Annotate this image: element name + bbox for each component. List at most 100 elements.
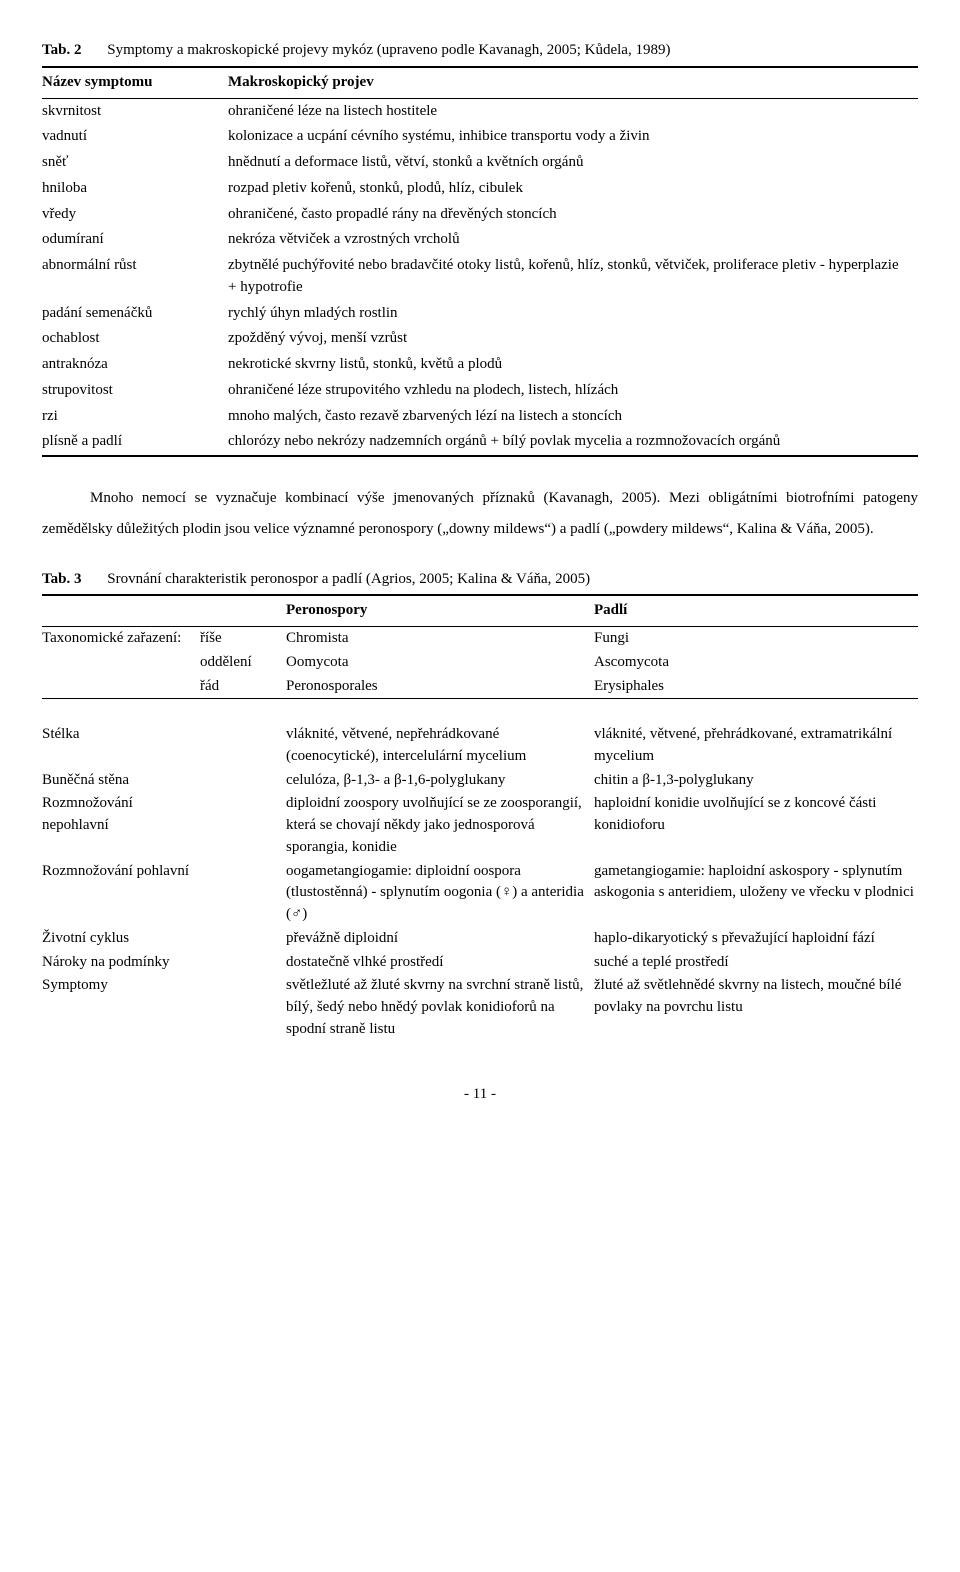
symptom-projev: rozpad pletiv kořenů, stonků, plodů, hlí… <box>228 176 918 202</box>
table3-caption: Tab. 3 Srovnání charakteristik peronospo… <box>42 569 918 591</box>
table2-label: Tab. 2 <box>42 42 81 58</box>
table3-head-blank2 <box>200 595 286 626</box>
char-padli: haploidní konidie uvolňující se z koncov… <box>594 792 918 859</box>
symptom-projev: mnoho malých, často rezavě zbarvených lé… <box>228 404 918 430</box>
table-row: vadnutíkolonizace a ucpání cévního systé… <box>42 124 918 150</box>
table-row: Životní cyklus převážně diploidníhaplo-di… <box>42 927 918 951</box>
tax-level: oddělení <box>200 651 286 675</box>
table-row: hnilobarozpad pletiv kořenů, stonků, plo… <box>42 176 918 202</box>
tax-peron: Oomycota <box>286 651 594 675</box>
symptom-projev: chlorózy nebo nekrózy nadzemních orgánů … <box>228 429 918 456</box>
table2-caption-text: Symptomy a makroskopické projevy mykóz (… <box>107 42 670 58</box>
symptom-projev: ohraničené, často propadlé rány na dřevě… <box>228 202 918 228</box>
table-row: odumíranínekróza větviček a vzrostných v… <box>42 227 918 253</box>
char-padli: žluté až světlehnědé skvrny na listech, … <box>594 974 918 1041</box>
char-name: Životní cyklus <box>42 927 200 951</box>
char-padli: gametangiogamie: haploidní askospory - s… <box>594 860 918 927</box>
table-row: strupovitostohraničené léze strupovitého… <box>42 378 918 404</box>
char-name: Rozmnožování nepohlavní <box>42 792 200 859</box>
table2-head-symptom: Název symptomu <box>42 67 228 98</box>
table-row: sněťhnědnutí a deformace listů, větví, s… <box>42 150 918 176</box>
table-row: Taxonomické zařazení:říšeChromistaFungi <box>42 627 918 651</box>
symptom-projev: kolonizace a ucpání cévního systému, inh… <box>228 124 918 150</box>
char-padli: suché a teplé prostředí <box>594 951 918 975</box>
char-peron: diploidní zoospory uvolňující se ze zoos… <box>286 792 594 859</box>
char-blank <box>200 792 286 859</box>
table-row: Symptomy světležluté až žluté skvrny na s… <box>42 974 918 1041</box>
symptom-name: vadnutí <box>42 124 228 150</box>
table-row: Nároky na podmínky dostatečně vlhké prost… <box>42 951 918 975</box>
symptom-projev: hnědnutí a deformace listů, větví, stonk… <box>228 150 918 176</box>
symptom-projev: nekrotické skvrny listů, stonků, květů a… <box>228 352 918 378</box>
symptom-name: hniloba <box>42 176 228 202</box>
tax-level: říše <box>200 627 286 651</box>
char-padli: chitin a β-1,3-polyglukany <box>594 769 918 793</box>
symptom-name: antraknóza <box>42 352 228 378</box>
symptom-projev: ohraničené léze na listech hostitele <box>228 98 918 124</box>
tax-peron: Peronosporales <box>286 675 594 699</box>
page-number: - 11 - <box>42 1084 918 1106</box>
char-peron: dostatečně vlhké prostředí <box>286 951 594 975</box>
char-peron: vláknité, větvené, nepřehrádkované (coen… <box>286 723 594 769</box>
char-name: Symptomy <box>42 974 200 1041</box>
table-row: antraknózanekrotické skvrny listů, stonk… <box>42 352 918 378</box>
table-row: Rozmnožování pohlavní oogametangiogamie: … <box>42 860 918 927</box>
tax-padli: Erysiphales <box>594 675 918 699</box>
table-row: abnormální růstzbytnělé puchýřovité nebo… <box>42 253 918 301</box>
table-row: Stélka vláknité, větvené, nepřehrádkované… <box>42 723 918 769</box>
symptom-projev: zbytnělé puchýřovité nebo bradavčité oto… <box>228 253 918 301</box>
char-peron: převážně diploidní <box>286 927 594 951</box>
tax-level: řád <box>200 675 286 699</box>
symptom-projev: nekróza větviček a vzrostných vrcholů <box>228 227 918 253</box>
table-row: ochablostzpožděný vývoj, menší vzrůst <box>42 326 918 352</box>
separator-row <box>42 699 918 723</box>
table3-head-padli: Padlí <box>594 595 918 626</box>
symptom-name: skvrnitost <box>42 98 228 124</box>
table2-caption: Tab. 2 Symptomy a makroskopické projevy … <box>42 40 918 62</box>
table3-label: Tab. 3 <box>42 571 81 587</box>
char-blank <box>200 860 286 927</box>
body-paragraph: Mnoho nemocí se vyznačuje kombinací výše… <box>42 483 918 545</box>
table-row: Rozmnožování nepohlavní diploidní zoospor… <box>42 792 918 859</box>
table3-head-blank1 <box>42 595 200 626</box>
char-padli: haplo-dikaryotický s převažující haploid… <box>594 927 918 951</box>
table2: Název symptomu Makroskopický projev skvr… <box>42 66 918 457</box>
table-row: padání semenáčkůrychlý úhyn mladých rost… <box>42 301 918 327</box>
symptom-projev: rychlý úhyn mladých rostlin <box>228 301 918 327</box>
table-row: plísně a padlíchlorózy nebo nekrózy nadz… <box>42 429 918 456</box>
table3-head-peronospory: Peronospory <box>286 595 594 626</box>
tax-label: Taxonomické zařazení: <box>42 627 200 651</box>
symptom-name: plísně a padlí <box>42 429 228 456</box>
char-peron: celulóza, β-1,3- a β-1,6-polyglukany <box>286 769 594 793</box>
char-blank <box>200 974 286 1041</box>
table-row: řádPeronosporalesErysiphales <box>42 675 918 699</box>
table2-head-projev: Makroskopický projev <box>228 67 918 98</box>
char-name: Stélka <box>42 723 200 769</box>
table-row: rzimnoho malých, často rezavě zbarvených… <box>42 404 918 430</box>
char-peron: světležluté až žluté skvrny na svrchní s… <box>286 974 594 1041</box>
table-row: odděleníOomycotaAscomycota <box>42 651 918 675</box>
char-blank <box>200 951 286 975</box>
symptom-name: abnormální růst <box>42 253 228 301</box>
table-row: Buněčná stěna celulóza, β-1,3- a β-1,6-po… <box>42 769 918 793</box>
symptom-projev: ohraničené léze strupovitého vzhledu na … <box>228 378 918 404</box>
symptom-name: rzi <box>42 404 228 430</box>
char-name: Buněčná stěna <box>42 769 200 793</box>
char-padli: vláknité, větvené, přehrádkované, extram… <box>594 723 918 769</box>
table-row: vředyohraničené, často propadlé rány na … <box>42 202 918 228</box>
tax-label <box>42 675 200 699</box>
char-blank <box>200 723 286 769</box>
symptom-name: sněť <box>42 150 228 176</box>
symptom-name: padání semenáčků <box>42 301 228 327</box>
symptom-name: vředy <box>42 202 228 228</box>
table3: Peronospory Padlí Taxonomické zařazení:ř… <box>42 594 918 1041</box>
table-row: skvrnitostohraničené léze na listech hos… <box>42 98 918 124</box>
char-name: Nároky na podmínky <box>42 951 200 975</box>
table3-caption-text: Srovnání charakteristik peronospor a pad… <box>107 571 590 587</box>
char-peron: oogametangiogamie: diploidní oospora (tl… <box>286 860 594 927</box>
char-name: Rozmnožování pohlavní <box>42 860 200 927</box>
symptom-name: ochablost <box>42 326 228 352</box>
symptom-projev: zpožděný vývoj, menší vzrůst <box>228 326 918 352</box>
tax-label <box>42 651 200 675</box>
tax-padli: Ascomycota <box>594 651 918 675</box>
